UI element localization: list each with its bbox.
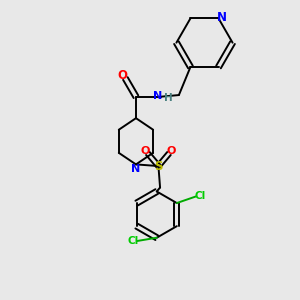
Text: H: H bbox=[164, 93, 172, 103]
Text: Cl: Cl bbox=[128, 236, 139, 246]
Text: O: O bbox=[117, 69, 127, 82]
Text: N: N bbox=[217, 11, 227, 24]
Text: O: O bbox=[140, 146, 150, 156]
Text: O: O bbox=[167, 146, 176, 156]
Text: N: N bbox=[153, 91, 162, 101]
Text: N: N bbox=[131, 164, 141, 174]
Text: S: S bbox=[154, 160, 163, 172]
Text: Cl: Cl bbox=[194, 191, 206, 201]
